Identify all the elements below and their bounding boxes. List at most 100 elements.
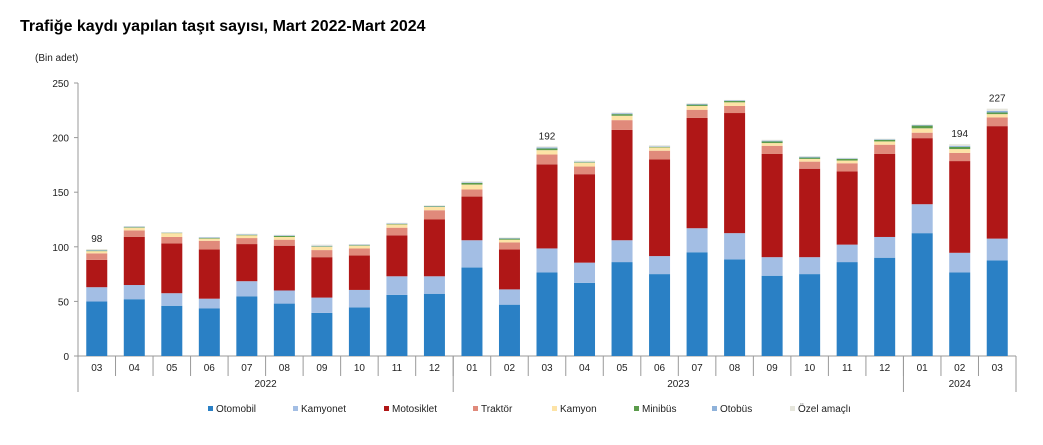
bar-segment-traktör	[761, 145, 783, 154]
y-axis-label: (Bin adet)	[35, 53, 78, 64]
bar-segment-özel-amaçlı	[423, 205, 445, 206]
x-tick-label: 09	[767, 363, 779, 374]
total-label: 192	[539, 131, 556, 142]
bar-segment-otobüs	[874, 139, 896, 140]
bar-segment-özel-amaçlı	[874, 138, 896, 140]
bar-segment-minibüs	[498, 238, 520, 240]
bar-segment-otomobil	[724, 259, 746, 356]
bar-segment-özel-amaçlı	[986, 108, 1008, 111]
legend-swatch	[634, 406, 639, 411]
bar-segment-traktör	[574, 166, 596, 175]
bar-segment-traktör	[198, 240, 220, 250]
bar-segment-traktör	[649, 150, 671, 160]
bar-segment-otobüs	[236, 234, 258, 235]
bar-segment-özel-amaçlı	[123, 226, 145, 227]
x-tick-label: 10	[804, 363, 816, 374]
x-tick-label: 02	[954, 363, 966, 374]
legend-swatch	[208, 406, 213, 411]
bar-segment-özel-amaçlı	[161, 232, 183, 233]
bar-segment-minibüs	[386, 223, 408, 225]
bar-segment-kamyon	[986, 114, 1008, 118]
bar-segment-motosiklet	[386, 235, 408, 277]
bar-segment-otobüs	[724, 100, 746, 102]
y-tick-label: 250	[52, 79, 69, 90]
bar-segment-traktör	[536, 154, 558, 165]
bar-segment-traktör	[386, 227, 408, 236]
bar-segment-minibüs	[423, 206, 445, 207]
bar-segment-kamyon	[498, 239, 520, 243]
bar-segment-kamyonet	[611, 240, 633, 263]
bar-segment-kamyon	[799, 158, 821, 162]
bar-segment-özel-amaçlı	[799, 156, 821, 157]
bar-segment-traktör	[498, 242, 520, 250]
bar-segment-traktör	[461, 189, 483, 197]
bar-segment-kamyon	[198, 238, 220, 241]
legend-swatch	[790, 406, 795, 411]
bar-segment-minibüs	[724, 101, 746, 103]
bar-segment-traktör	[836, 163, 858, 172]
legend-label: Otomobil	[216, 404, 256, 415]
bar-segment-otomobil	[161, 305, 183, 356]
bar-segment-otobüs	[836, 158, 858, 159]
y-tick-label: 200	[52, 134, 69, 145]
bar-segment-kamyonet	[536, 248, 558, 273]
x-tick-label: 05	[616, 363, 628, 374]
bar-segment-özel-amaçlı	[273, 234, 295, 236]
bar-segment-otobüs	[198, 237, 220, 239]
x-tick-label: 11	[842, 363, 853, 374]
bar-segment-özel-amaçlı	[198, 236, 220, 238]
bar-segment-otomobil	[836, 262, 858, 356]
bar-segment-minibüs	[949, 146, 971, 150]
bar-segment-kamyon	[311, 246, 333, 251]
bar-segment-otobüs	[761, 140, 783, 142]
legend-swatch	[293, 406, 298, 411]
bar-segment-otobüs	[686, 103, 708, 105]
bar-segment-minibüs	[198, 238, 220, 239]
bar-segment-motosiklet	[86, 259, 108, 288]
bar-segment-otomobil	[986, 260, 1008, 356]
bar-segment-otobüs	[611, 113, 633, 115]
bar-segment-traktör	[348, 248, 370, 256]
legend-label: Özel amaçlı	[798, 403, 851, 415]
bar-segment-kamyonet	[986, 238, 1008, 261]
bar-segment-motosiklet	[236, 244, 258, 282]
bar-segment-kamyon	[536, 150, 558, 155]
legend-label: Motosiklet	[392, 404, 437, 415]
bar-segment-kamyonet	[123, 285, 145, 300]
bar-segment-kamyonet	[236, 281, 258, 297]
bar-segment-kamyonet	[461, 240, 483, 268]
bar-segment-minibüs	[836, 158, 858, 161]
x-tick-label: 09	[316, 363, 328, 374]
bar-segment-motosiklet	[123, 236, 145, 286]
bar-segment-kamyonet	[198, 298, 220, 309]
bar-segment-minibüs	[911, 125, 933, 129]
x-tick-label: 03	[541, 363, 553, 374]
y-tick-label: 50	[58, 297, 70, 308]
bar-segment-kamyonet	[386, 276, 408, 295]
bar-segment-kamyonet	[686, 228, 708, 253]
bar-segment-minibüs	[874, 139, 896, 142]
bar-segment-motosiklet	[986, 126, 1008, 239]
bar-segment-özel-amaçlı	[724, 99, 746, 101]
chart-title: Trafiğe kaydı yapılan taşıt sayısı, Mart…	[20, 18, 426, 35]
bar-segment-otomobil	[273, 303, 295, 356]
bar-segment-minibüs	[761, 141, 783, 144]
bar-segment-kamyon	[123, 227, 145, 231]
x-tick-label: 06	[204, 363, 216, 374]
x-tick-label: 08	[729, 363, 741, 374]
bar-segment-kamyon	[949, 149, 971, 153]
bar-segment-özel-amaçlı	[574, 160, 596, 162]
bar-segment-kamyonet	[574, 262, 596, 283]
bar-segment-traktör	[986, 117, 1008, 127]
bar-segment-kamyonet	[724, 233, 746, 260]
bar-segment-kamyonet	[911, 204, 933, 234]
bar-segment-otomobil	[498, 304, 520, 356]
bar-segment-kamyonet	[649, 256, 671, 275]
bar-segment-otobüs	[949, 145, 971, 147]
bar-segment-özel-amaçlı	[236, 233, 258, 235]
bar-segment-minibüs	[574, 162, 596, 163]
bar-segment-otobüs	[348, 244, 370, 246]
legend-swatch	[712, 406, 717, 411]
bar-segment-traktör	[236, 238, 258, 245]
bar-segment-motosiklet	[761, 153, 783, 258]
